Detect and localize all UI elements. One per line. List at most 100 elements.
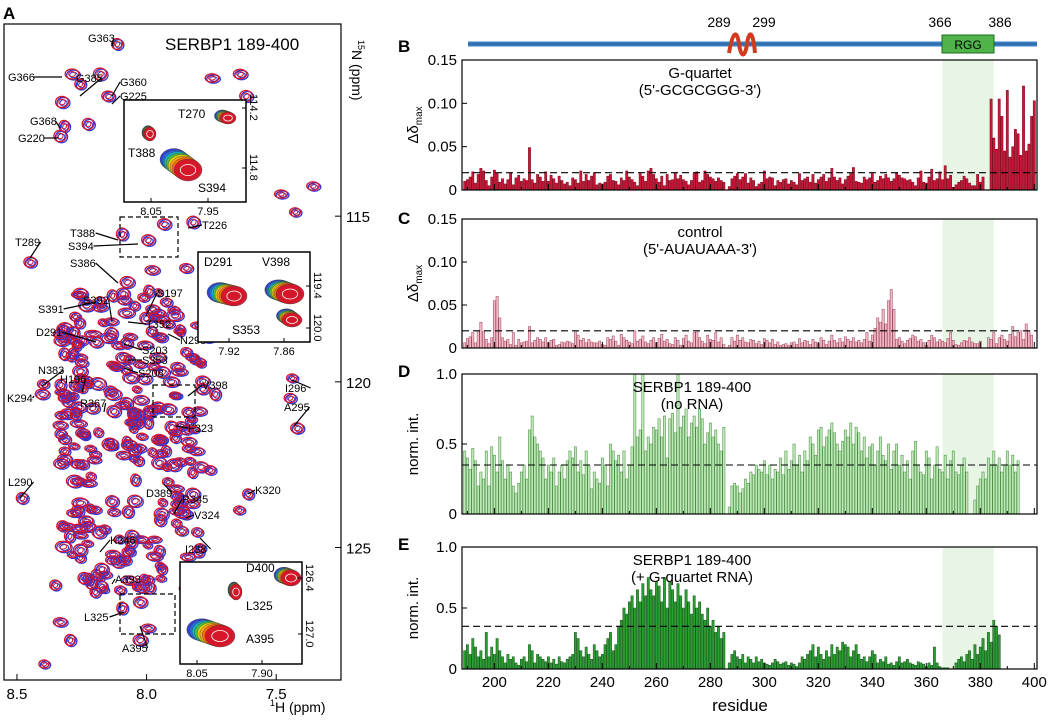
peak-contour-red [131, 302, 138, 309]
bar-residue-342 [876, 450, 880, 515]
bar-residue-254 [638, 601, 642, 670]
peak-contour-red [70, 290, 87, 299]
bar-residue-372 [957, 658, 961, 670]
peak-contour-red [153, 544, 165, 558]
bar-residue-285 [722, 426, 726, 515]
peak-contour-red [89, 586, 101, 598]
peak-contour-red [74, 552, 86, 564]
peak-contour-red [173, 505, 190, 519]
bar-residue-293 [744, 478, 747, 515]
bar-residue-207 [511, 332, 515, 349]
bar-residue-375 [965, 178, 969, 191]
bar-residue-354 [908, 662, 912, 670]
bar-residue-190 [466, 644, 469, 670]
bar-residue-358 [919, 170, 923, 191]
bar-residue-322 [822, 446, 826, 515]
bar-residue-278 [703, 443, 707, 515]
peak-contour-red [77, 360, 86, 366]
peak-contour-red [198, 385, 206, 392]
peak-contour-red [164, 321, 172, 327]
inset-y-tick-label: 126.4 [303, 564, 315, 592]
bar-residue-314 [800, 342, 804, 349]
bar-residue-326 [833, 340, 836, 349]
peak-contour-red [84, 444, 96, 453]
peak-contour-blue [106, 556, 121, 566]
peak-contour-red [153, 354, 162, 360]
bar-residue-271 [684, 589, 688, 670]
bar-residue-288 [730, 337, 734, 349]
bar-residue-228 [568, 341, 572, 349]
bar-residue-204 [503, 478, 507, 515]
peak-contour-red [293, 424, 301, 432]
bar-residue-336 [860, 450, 863, 515]
bar-residue-316 [806, 460, 809, 515]
bar-residue-258 [649, 443, 653, 515]
peak-contour-blue [127, 375, 137, 383]
peak-contour-red [128, 300, 140, 311]
peak-label-t352: T352 [146, 319, 171, 331]
peak-contour-red [93, 427, 104, 438]
peak-contour-blue [56, 96, 71, 110]
peak-contour-red [158, 565, 165, 572]
bar-residue-373 [960, 180, 963, 191]
bar-residue-262 [660, 333, 664, 349]
bar-residue-232 [579, 460, 583, 515]
bar-residue-256 [644, 595, 647, 670]
peak-contour-red [78, 430, 87, 436]
bar-residue-199 [490, 337, 494, 349]
bar-residue-278 [703, 343, 707, 349]
peak-contour-blue [76, 460, 91, 471]
peak-contour-red [190, 526, 204, 538]
x-tick-label: 340 [860, 674, 885, 691]
peak-contour-red [120, 439, 138, 451]
bar-residue-327 [835, 342, 839, 349]
y-axis-label: Δδmax [405, 106, 425, 143]
peak-contour-blue [170, 392, 182, 401]
bar-residue-375 [965, 654, 969, 670]
inset-y-tick-label: 120.0 [311, 314, 323, 342]
peak-contour-blue [131, 498, 141, 506]
peak-contour-red [84, 120, 92, 128]
peak-label-a295: A295 [284, 402, 310, 414]
bar-residue-261 [657, 181, 661, 191]
bar-residue-321 [819, 176, 823, 191]
bar-residue-394 [1016, 460, 1020, 515]
bar-residue-326 [833, 176, 836, 191]
bar-residue-218 [541, 658, 545, 670]
peak-contour-red [74, 292, 83, 297]
bar-residue-384 [989, 98, 993, 191]
peak-contour-blue [76, 359, 90, 369]
bar-residue-316 [806, 654, 809, 670]
bar-residue-199 [490, 176, 494, 191]
bar-residue-366 [941, 471, 944, 515]
bar-residue-325 [830, 168, 834, 191]
bar-residue-215 [533, 436, 537, 515]
bar-residue-393 [1014, 471, 1017, 515]
bar-residue-223 [555, 663, 558, 670]
bar-residue-313 [798, 662, 801, 670]
x-tick-label: 360 [914, 674, 939, 691]
bar-residue-341 [873, 181, 877, 191]
peak-contour-blue [234, 69, 249, 81]
peak-contour-red [209, 387, 221, 401]
y-tick-label: 115 [346, 209, 370, 226]
x-tick-label: 240 [590, 674, 615, 691]
bar-residue-393 [1014, 336, 1017, 349]
bar-residue-288 [730, 485, 734, 515]
peak-contour-red [157, 497, 167, 507]
bar-residue-385 [992, 332, 996, 349]
bar-residue-276 [698, 181, 701, 191]
bar-residue-207 [511, 656, 515, 670]
peak-contour-blue [185, 457, 197, 466]
peak-contour-red [150, 537, 158, 542]
rgg-label: RGG [954, 38, 981, 52]
peak-contour-red [170, 311, 180, 319]
peak-label-r367: R367 [80, 398, 106, 410]
bar-residue-324 [827, 656, 831, 670]
peak-contour-blue [110, 363, 125, 373]
bar-residue-393 [1014, 129, 1017, 191]
peak-contour-blue [65, 69, 82, 81]
bar-residue-277 [700, 340, 704, 349]
bar-residue-371 [954, 662, 958, 670]
